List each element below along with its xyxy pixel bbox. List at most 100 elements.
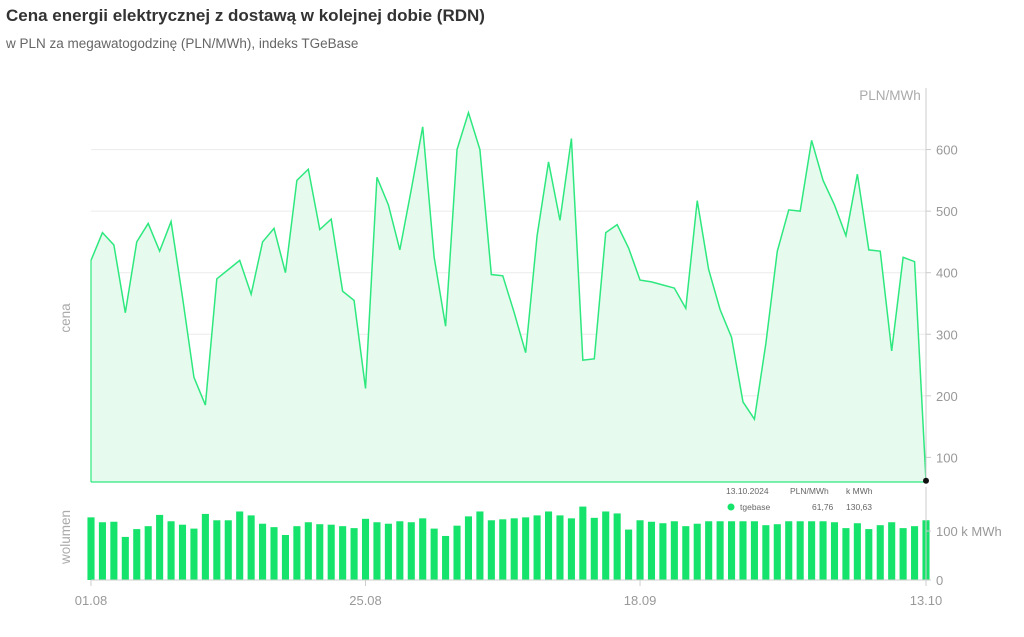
volume-bar[interactable] [487, 520, 495, 580]
volume-bar[interactable] [110, 521, 118, 580]
tooltip-date: 13.10.2024 [726, 486, 769, 496]
volume-bar[interactable] [396, 521, 404, 580]
volume-bar[interactable] [190, 528, 198, 580]
tooltip-series-dot-icon [727, 503, 735, 511]
volume-bar[interactable] [842, 528, 850, 580]
volume-bar[interactable] [785, 521, 793, 580]
volume-bar[interactable] [567, 518, 575, 580]
price-line[interactable] [90, 110, 927, 481]
volume-bar[interactable] [167, 521, 175, 580]
volume-bar[interactable] [339, 526, 347, 580]
volume-bar[interactable] [304, 522, 312, 580]
volume-bar[interactable] [808, 521, 816, 580]
volume-bar[interactable] [247, 515, 255, 580]
volume-bar[interactable] [293, 526, 301, 580]
volume-bar[interactable] [121, 536, 129, 580]
volume-bar[interactable] [384, 523, 392, 580]
volume-bar[interactable] [625, 529, 633, 580]
volume-bar[interactable] [533, 515, 541, 580]
volume-bar[interactable] [796, 521, 804, 580]
volume-bar[interactable] [87, 517, 95, 580]
volume-bar[interactable] [830, 522, 839, 580]
tooltip-series-name: tgebase [740, 502, 771, 512]
volume-bar[interactable] [236, 511, 244, 580]
chart-title: Cena energii elektrycznej z dostawą w ko… [6, 6, 485, 25]
volume-bar[interactable] [316, 524, 324, 580]
volume-bar[interactable] [636, 520, 644, 580]
volume-bar[interactable] [476, 511, 484, 580]
volume-bar[interactable] [156, 514, 164, 580]
price-axis-title: cena [58, 303, 73, 333]
volume-bar[interactable] [602, 511, 610, 580]
volume-bar[interactable] [270, 527, 278, 580]
volume-bar[interactable] [716, 521, 724, 580]
volume-bar[interactable] [259, 523, 267, 580]
x-tick-label: 13.10 [910, 593, 943, 608]
volume-tick-label: 100 k MWh [936, 524, 1002, 539]
volume-bar[interactable] [201, 513, 209, 580]
volume-bar[interactable] [888, 522, 896, 580]
volume-bar[interactable] [682, 526, 690, 580]
volume-bar[interactable] [327, 524, 335, 580]
volume-bar[interactable] [739, 521, 747, 580]
price-tick-label: 200 [936, 389, 958, 404]
volume-bar[interactable] [911, 526, 919, 580]
volume-bar[interactable] [98, 522, 106, 580]
x-tick-label: 01.08 [75, 593, 108, 608]
volume-bar[interactable] [647, 521, 656, 580]
volume-bar[interactable] [590, 517, 598, 580]
volume-bar[interactable] [213, 520, 221, 580]
volume-bar[interactable] [750, 521, 758, 580]
tooltip-price-header: PLN/MWh [790, 486, 829, 496]
volume-bar[interactable] [178, 524, 187, 580]
volume-bar[interactable] [728, 521, 736, 580]
volume-tick-label: 0 [936, 573, 943, 588]
volume-bar[interactable] [544, 511, 553, 580]
x-tick-label: 18.09 [624, 593, 657, 608]
volume-bar[interactable] [499, 519, 507, 580]
volume-bar[interactable] [899, 528, 907, 580]
volume-bar[interactable] [670, 521, 678, 580]
price-tick-label: 600 [936, 143, 958, 158]
volume-bar[interactable] [693, 523, 701, 580]
tooltip-volume-value: 130,63 [846, 502, 872, 512]
volume-bar[interactable] [464, 516, 473, 580]
price-unit-label: PLN/MWh [859, 88, 921, 103]
volume-bar[interactable] [762, 525, 770, 580]
price-tick-label: 100 [936, 450, 958, 465]
volume-bar[interactable] [659, 523, 667, 580]
volume-bar[interactable] [419, 518, 427, 580]
volume-bar[interactable] [407, 522, 415, 580]
volume-bar[interactable] [579, 506, 587, 580]
x-tick-label: 25.08 [349, 593, 382, 608]
volume-bar[interactable] [373, 522, 381, 580]
volume-bar[interactable] [705, 521, 713, 580]
volume-bar[interactable] [442, 535, 450, 580]
hover-tooltip: 13.10.2024 PLN/MWh k MWh tgebase 61,76 1… [726, 486, 873, 512]
volume-bar[interactable] [819, 521, 827, 580]
volume-bar[interactable] [556, 515, 564, 580]
volume-bar[interactable] [281, 534, 289, 580]
volume-bar[interactable] [133, 529, 141, 580]
volume-bar[interactable] [853, 523, 861, 580]
tooltip-price-value: 61,76 [812, 502, 834, 512]
x-axis-ticks: 01.08 25.08 18.09 13.10 [75, 579, 943, 608]
volume-bar[interactable] [865, 529, 873, 580]
volume-bar[interactable] [876, 525, 884, 580]
volume-bar[interactable] [613, 513, 621, 580]
volume-y-axis-ticks: 0 100 k MWh [926, 524, 1002, 588]
volume-bar[interactable] [510, 518, 518, 580]
last-price-point-marker[interactable] [923, 477, 929, 484]
volume-bar[interactable] [453, 525, 461, 580]
chart-subtitle: w PLN za megawatogodzinę (PLN/MWh), inde… [6, 36, 359, 51]
price-tick-label: 500 [936, 204, 958, 219]
volume-bar[interactable] [224, 520, 232, 580]
volume-bar[interactable] [350, 528, 358, 580]
price-area-fill [91, 112, 926, 482]
volume-bar[interactable] [773, 524, 781, 580]
volume-bar[interactable] [522, 517, 530, 580]
volume-bar[interactable] [361, 518, 370, 580]
volume-bar[interactable] [144, 526, 152, 580]
volume-bar[interactable] [430, 528, 438, 580]
